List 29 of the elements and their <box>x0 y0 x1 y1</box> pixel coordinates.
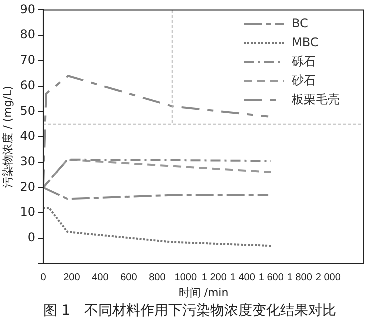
y-tick-label: 0 <box>28 230 36 245</box>
y-tick-label: 20 <box>20 180 36 194</box>
x-tick-label: 1 800 <box>287 272 313 284</box>
x-tick-label: 800 <box>149 272 166 284</box>
x-tick-label: 2 000 <box>316 272 342 284</box>
x-tick-label: 400 <box>92 272 110 284</box>
y-axis-title: 污染物浓度 / (mg/L) <box>1 86 14 188</box>
text: 图 1 不同材料作用下污染物浓度变化结果对比 <box>42 302 338 320</box>
x-axis-title: 时间 /min <box>178 286 229 300</box>
x-tick-label: 1000 <box>174 272 198 284</box>
x-tick-label: 0 <box>40 272 47 284</box>
y-tick-label: 10 <box>20 205 36 220</box>
y-tick-label: 60 <box>20 78 36 92</box>
x-tick-label: 200 <box>64 272 81 284</box>
y-tick-label: 80 <box>20 28 36 42</box>
y-tick-label: 70 <box>20 53 36 68</box>
y-tick-label: 50 <box>20 104 36 118</box>
legend-label: 板栗毛壳 <box>291 92 340 106</box>
x-tick-label: 600 <box>120 272 138 284</box>
x-tick-label: 1 400 <box>230 272 256 284</box>
y-tick-label: 90 <box>20 2 36 16</box>
x-tick-label: 1 600 <box>258 272 284 284</box>
legend-label: MBC <box>292 35 319 50</box>
y-tick-label: 40 <box>20 129 36 144</box>
legend-label: 砂石 <box>291 73 316 88</box>
legend-label: 砾石 <box>291 54 316 68</box>
y-tick-label: 30 <box>20 154 36 168</box>
legend-label: BC <box>292 16 308 30</box>
x-tick-label: 1 200 <box>202 272 228 284</box>
